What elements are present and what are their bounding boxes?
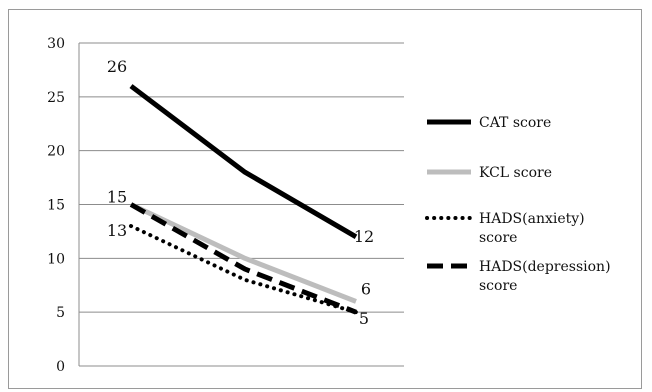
- line-chart: 0 5 10 15 20 25 30 26 12 15 6 13 5 CAT score KCL sco…: [47, 36, 611, 375]
- chart-frame: 0 5 10 15 20 25 30 26 12 15 6 13 5 CAT score KCL sco…: [8, 9, 642, 389]
- legend-label: score: [479, 230, 517, 246]
- y-tick-label: 30: [47, 36, 65, 52]
- data-labels: 26 12 15 6 13 5: [107, 57, 374, 328]
- y-tick-label: 0: [56, 359, 65, 375]
- y-tick-label: 20: [47, 144, 65, 160]
- y-tick-label: 5: [56, 305, 65, 321]
- series-layer: [129, 84, 358, 315]
- series-line-hads-depression-score: [129, 202, 357, 315]
- y-axis: 0 5 10 15 20 25 30: [47, 36, 65, 375]
- series-line-kcl-score: [129, 202, 357, 304]
- data-label: 5: [359, 309, 369, 328]
- data-label: 6: [361, 279, 371, 298]
- data-label: 15: [107, 188, 127, 207]
- legend-label: HADS(depression): [479, 259, 611, 275]
- y-tick-label: 10: [47, 251, 65, 267]
- grid-lines: [78, 42, 404, 367]
- legend: CAT score KCL score HADS(anxiety) score HADS…: [425, 115, 611, 294]
- legend-label: HADS(anxiety): [479, 211, 585, 227]
- data-label: 26: [107, 57, 127, 76]
- series-line-cat-score: [129, 84, 358, 239]
- legend-label: score: [479, 278, 517, 294]
- legend-label: KCL score: [479, 165, 552, 181]
- y-tick-label: 15: [47, 198, 65, 214]
- legend-label: CAT score: [479, 115, 551, 131]
- data-label: 13: [107, 221, 127, 240]
- y-tick-label: 25: [47, 90, 65, 106]
- series-line-hads-anxiety-score: [129, 224, 358, 315]
- data-label: 12: [354, 227, 374, 246]
